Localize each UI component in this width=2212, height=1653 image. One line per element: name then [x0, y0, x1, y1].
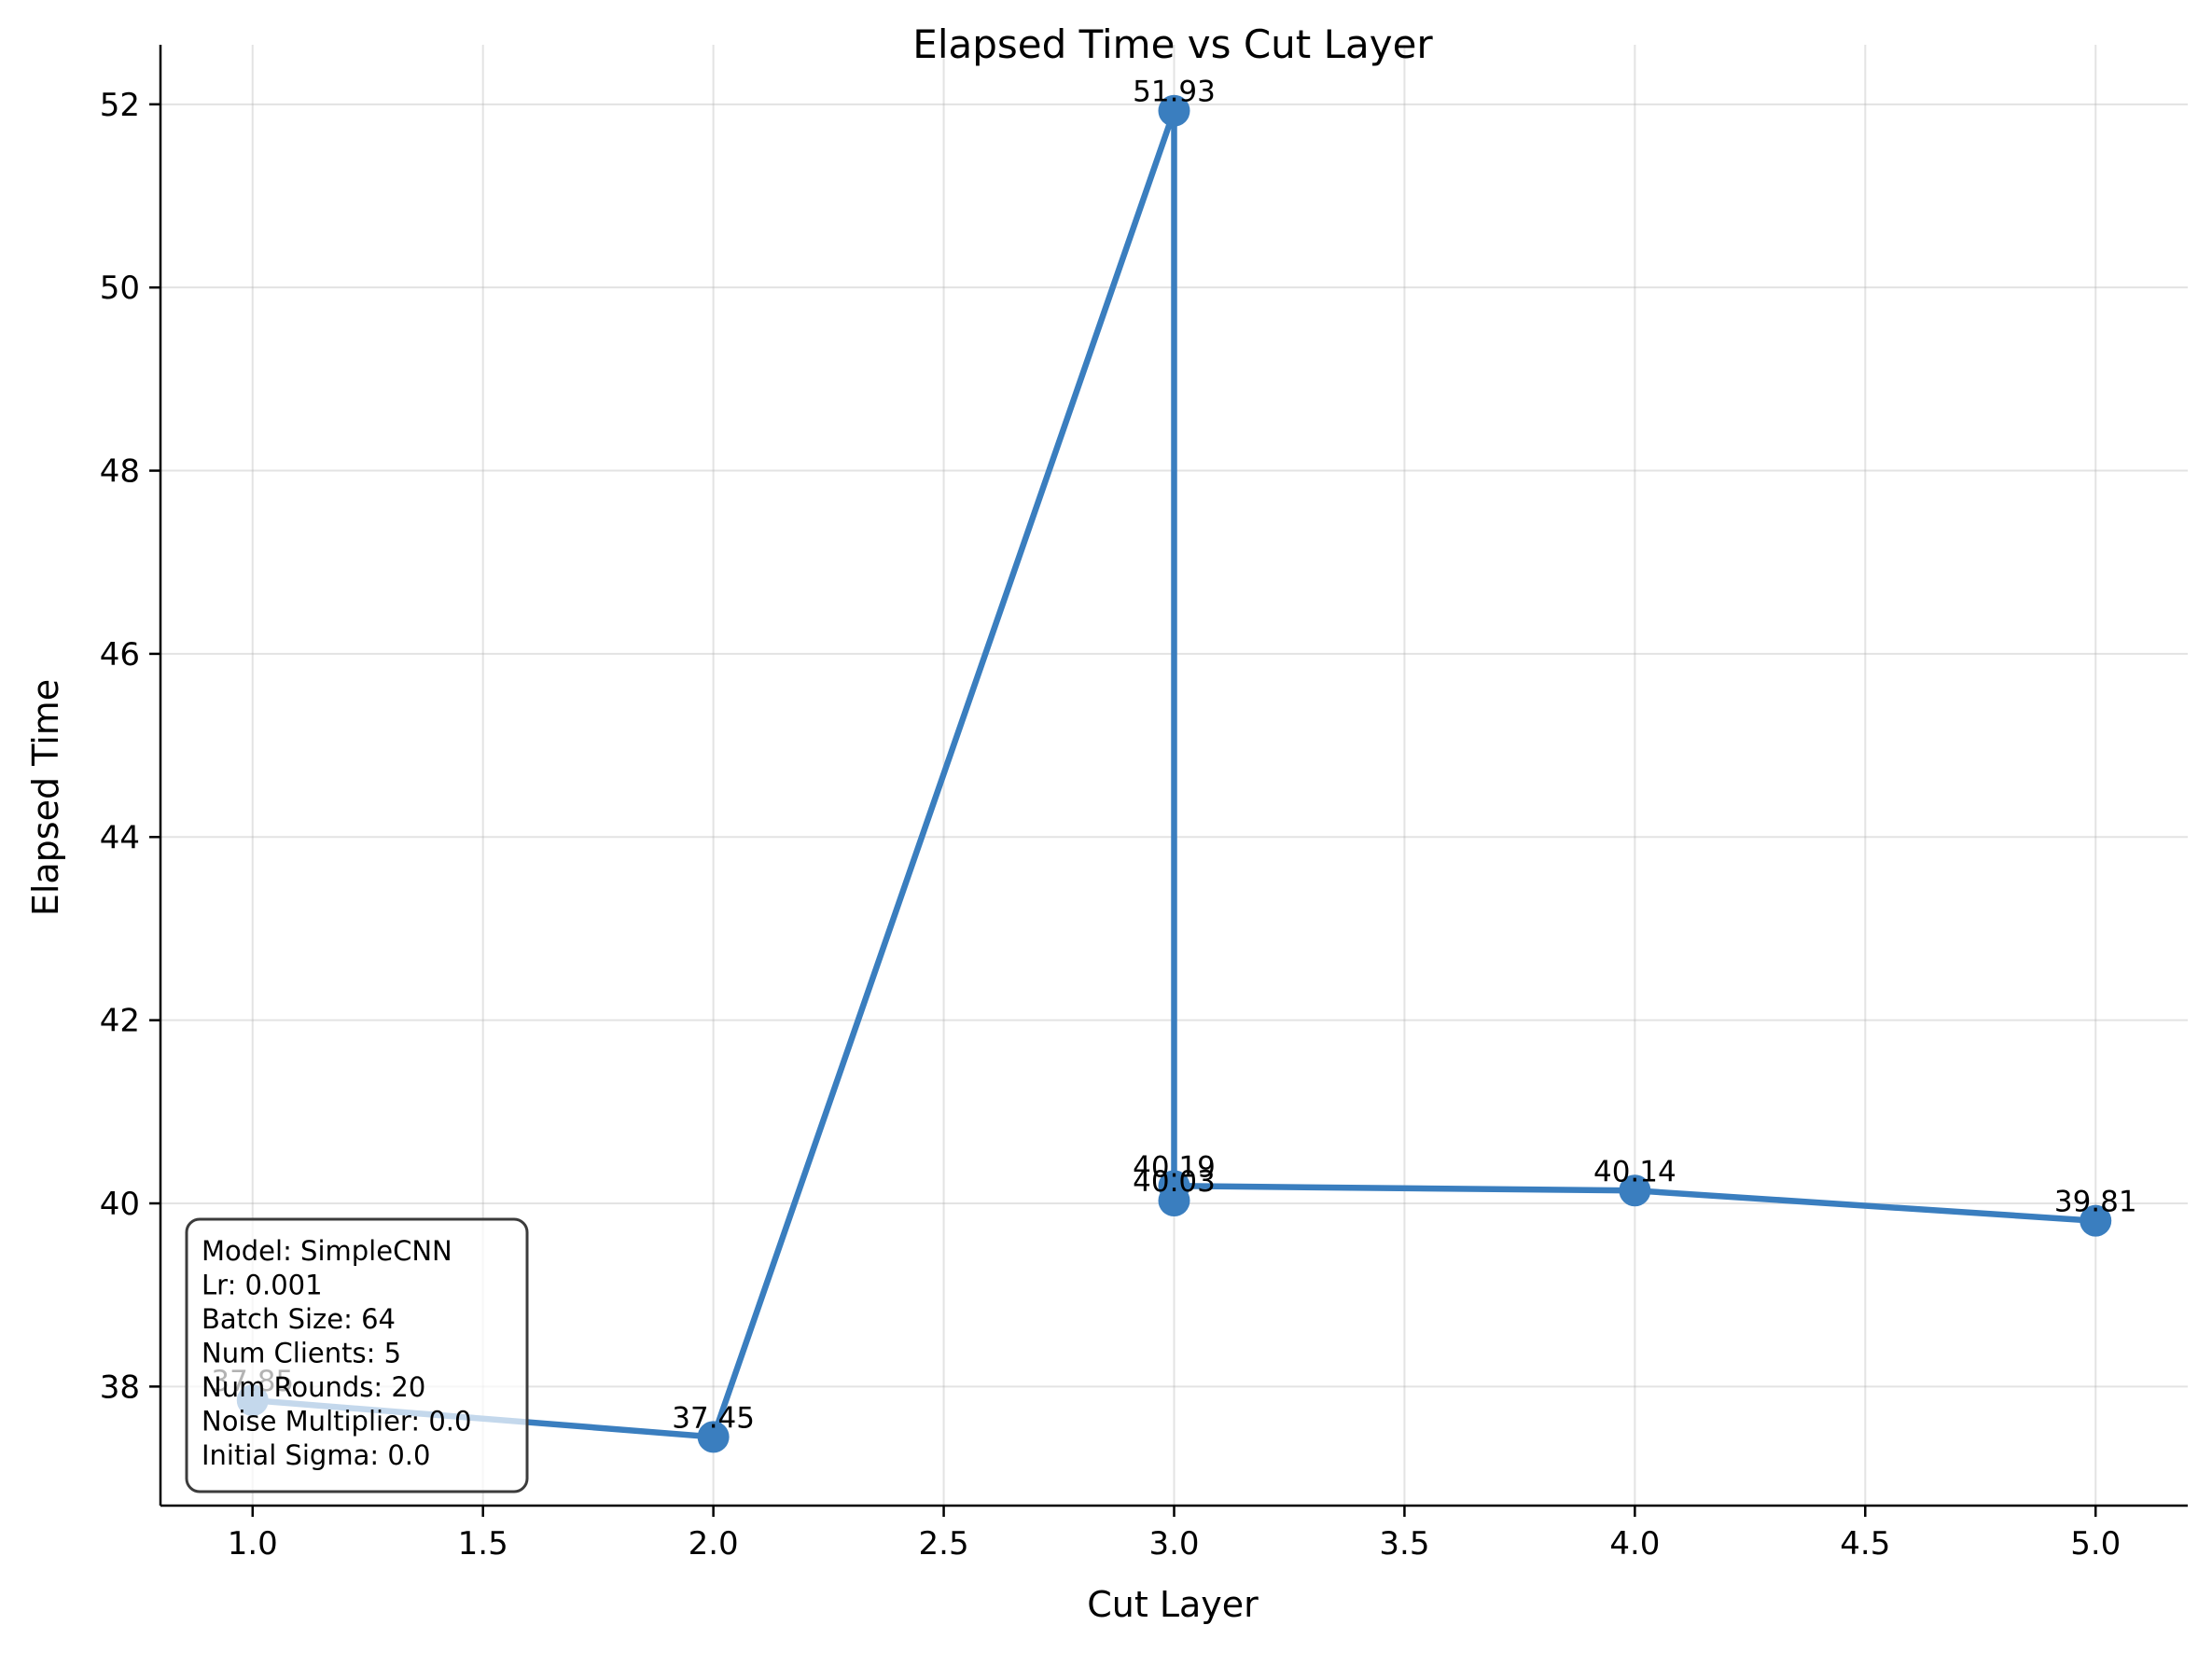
- info-box-line: Noise Multiplier: 0.0: [202, 1406, 471, 1438]
- data-point-label: 40.19: [1133, 1150, 1216, 1184]
- x-tick-label: 1.0: [228, 1525, 278, 1563]
- data-point-label: 37.45: [672, 1401, 755, 1435]
- data-point: [2080, 1204, 2112, 1237]
- y-tick-label: 40: [100, 1186, 140, 1223]
- y-tick-label: 46: [100, 636, 140, 674]
- y-axis-label: Elapsed Time: [25, 679, 66, 916]
- x-tick-label: 2.5: [919, 1525, 969, 1563]
- x-tick-label: 5.0: [2070, 1525, 2121, 1563]
- info-box-line: Initial Sigma: 0.0: [202, 1439, 430, 1471]
- x-axis-label: Cut Layer: [1087, 1584, 1259, 1625]
- x-tick-label: 4.5: [1840, 1525, 1890, 1563]
- x-tick-label: 3.0: [1148, 1525, 1199, 1563]
- data-point: [1619, 1174, 1651, 1207]
- x-tick-label: 3.5: [1379, 1525, 1429, 1563]
- y-tick-label: 44: [100, 819, 140, 856]
- data-point: [1158, 94, 1190, 127]
- x-tick-label: 4.0: [1609, 1525, 1660, 1563]
- x-tick-label: 1.5: [458, 1525, 508, 1563]
- x-tick-label: 2.0: [689, 1525, 739, 1563]
- chart-title: Elapsed Time vs Cut Layer: [912, 21, 1433, 67]
- y-axis-ticks: 38 40 42 44 46 48 50 52: [100, 87, 160, 1406]
- y-tick-label: 42: [100, 1003, 140, 1040]
- data-point: [697, 1421, 730, 1453]
- data-point: [1158, 1170, 1190, 1202]
- info-box-line: Model: SimpleCNN: [202, 1235, 452, 1267]
- data-point-label: 40.03: [1133, 1165, 1216, 1199]
- info-box-line: Num Rounds: 20: [202, 1371, 425, 1403]
- y-tick-label: 38: [100, 1368, 140, 1406]
- data-point-label: 51.93: [1133, 76, 1216, 109]
- data-point-label: 40.14: [1593, 1155, 1676, 1188]
- y-tick-label: 50: [100, 270, 140, 307]
- info-box-frame: [185, 1217, 529, 1493]
- x-axis-ticks: 1.0 1.5 2.0 2.5 3.0 3.5 4.0 4.5 5.0: [228, 1506, 2121, 1563]
- y-tick-label: 48: [100, 453, 140, 491]
- data-point-label: 39.81: [2054, 1186, 2137, 1219]
- y-tick-label: 52: [100, 87, 140, 124]
- info-box-line: Batch Size: 64: [202, 1303, 396, 1335]
- info-box-line: Num Clients: 5: [202, 1338, 401, 1369]
- info-box-line: Lr: 0.001: [202, 1270, 323, 1301]
